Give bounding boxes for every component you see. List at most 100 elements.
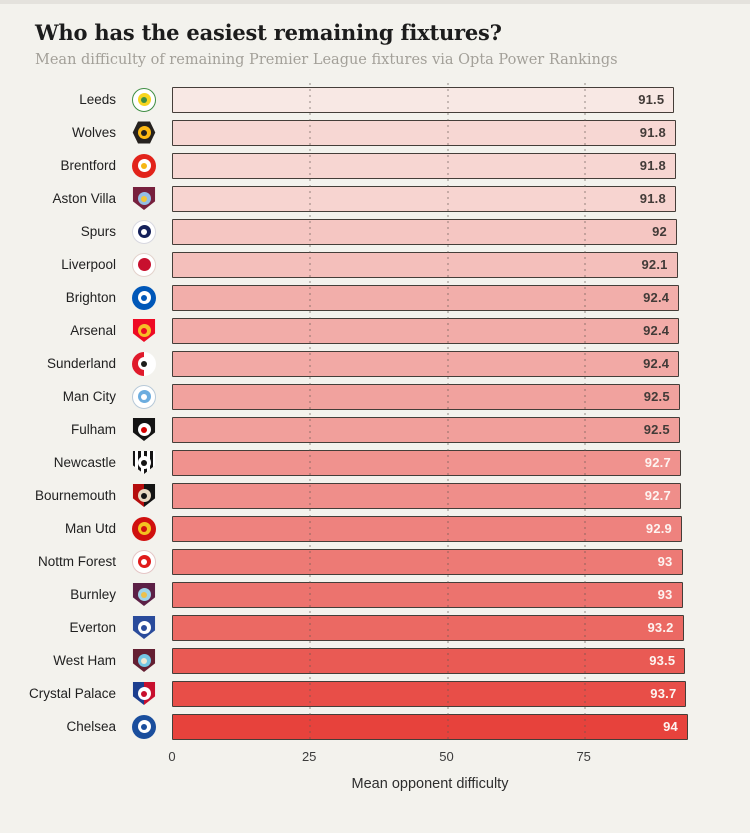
chart-cell: 93 [172, 581, 750, 608]
badge-cell [116, 516, 172, 541]
badge-core [141, 393, 147, 400]
x-axis-title: Mean opponent difficulty [351, 776, 509, 792]
aston-villa-badge-icon [132, 186, 156, 211]
x-tick: 0 [168, 749, 176, 764]
team-row: Spurs 92 [0, 215, 750, 248]
badge-inner [137, 357, 151, 370]
team-row: Brighton 92.4 [0, 281, 750, 314]
bar-value-label: 92.4 [643, 290, 670, 305]
bar-everton: 93.2 [172, 614, 684, 641]
bar-liverpool: 92.1 [172, 251, 678, 278]
everton-badge-icon [132, 615, 156, 640]
chart-cell: 91.8 [172, 185, 750, 212]
team-row: Brentford 91.8 [0, 149, 750, 182]
brentford-badge-icon [132, 153, 156, 178]
bar-value-label: 92.5 [643, 422, 670, 437]
bar-west-ham: 93.5 [172, 647, 686, 674]
bar-value-label: 93 [657, 587, 673, 602]
crystal-palace-badge-icon [132, 681, 156, 706]
bar-value-label: 93 [657, 554, 673, 569]
team-row: Newcastle 92.7 [0, 446, 750, 479]
chart-cell: 91.8 [172, 152, 750, 179]
chelsea-badge-icon [132, 714, 156, 739]
team-row: Everton 93.2 [0, 611, 750, 644]
chart-cell: 93.7 [172, 680, 750, 707]
sunderland-badge-icon [132, 351, 156, 376]
badge-cell [116, 549, 172, 574]
team-row: Chelsea 94 [0, 710, 750, 743]
chart-header: Who has the easiest remaining fixtures? … [0, 4, 750, 68]
badge-core [141, 96, 147, 103]
badge-inner [137, 489, 151, 502]
team-row: Liverpool 92.1 [0, 248, 750, 281]
badge-core [141, 558, 147, 565]
team-label: Everton [69, 620, 116, 635]
badge-cell [116, 285, 172, 310]
badge-inner [137, 324, 151, 337]
badge-inner [137, 291, 151, 304]
team-label: Man Utd [64, 521, 116, 536]
fulham-badge-icon [132, 417, 156, 442]
badge-core [141, 129, 147, 136]
team-label: Bournemouth [34, 488, 116, 503]
badge-cell [116, 450, 172, 475]
badge-inner [137, 192, 151, 205]
badge-cell [116, 582, 172, 607]
bar-spurs: 92 [172, 218, 677, 245]
badge-inner [137, 654, 151, 667]
team-label: Sunderland [46, 356, 116, 371]
team-row: Arsenal 92.4 [0, 314, 750, 347]
brighton-badge-icon [132, 285, 156, 310]
badge-cell [116, 153, 172, 178]
west-ham-badge-icon [132, 648, 156, 673]
team-row: Leeds 91.5 [0, 83, 750, 116]
bar-fulham: 92.5 [172, 416, 680, 443]
bar-leeds: 91.5 [172, 86, 675, 113]
chart-cell: 93.2 [172, 614, 750, 641]
team-label: Chelsea [66, 719, 116, 734]
chart-cell: 92.5 [172, 416, 750, 443]
bar-value-label: 91.8 [639, 125, 666, 140]
badge-inner [137, 588, 151, 601]
bar-aston-villa: 91.8 [172, 185, 676, 212]
bar-man-city: 92.5 [172, 383, 680, 410]
team-label: Leeds [79, 92, 116, 107]
badge-core [141, 525, 147, 532]
chart-cell: 92.9 [172, 515, 750, 542]
team-row: Nottm Forest 93 [0, 545, 750, 578]
bar-burnley: 93 [172, 581, 683, 608]
arsenal-badge-icon [132, 318, 156, 343]
chart-title: Who has the easiest remaining fixtures? [35, 20, 502, 45]
chart-cell: 93.5 [172, 647, 750, 674]
badge-cell [116, 681, 172, 706]
bar-value-label: 91.8 [639, 191, 666, 206]
bar-value-label: 94 [663, 719, 678, 734]
bournemouth-badge-icon [132, 483, 156, 508]
spurs-badge-icon [132, 219, 156, 244]
top-strip [0, 0, 750, 4]
team-label: Spurs [80, 224, 116, 239]
team-row: Man City 92.5 [0, 380, 750, 413]
team-label: Arsenal [70, 323, 116, 338]
bar-brentford: 91.8 [172, 152, 676, 179]
team-label: Brighton [65, 290, 116, 305]
badge-core [141, 360, 147, 367]
badge-core [141, 624, 147, 631]
liverpool-badge-icon [132, 252, 156, 277]
chart-cell: 92.4 [172, 350, 750, 377]
bar-value-label: 93.2 [647, 620, 674, 635]
badge-inner [137, 159, 151, 172]
chart-cell: 92.5 [172, 383, 750, 410]
badge-cell [116, 219, 172, 244]
bar-arsenal: 92.4 [172, 317, 680, 344]
team-label: Liverpool [61, 257, 116, 272]
bar-value-label: 92.1 [641, 257, 668, 272]
bar-brighton: 92.4 [172, 284, 680, 311]
chart-cell: 92.4 [172, 317, 750, 344]
team-label: Nottm Forest [37, 554, 116, 569]
bar-sunderland: 92.4 [172, 350, 680, 377]
bar-value-label: 93.7 [650, 686, 677, 701]
badge-inner [137, 456, 151, 469]
bar-value-label: 93.5 [649, 653, 676, 668]
chart-subtitle: Mean difficulty of remaining Premier Lea… [35, 52, 618, 68]
